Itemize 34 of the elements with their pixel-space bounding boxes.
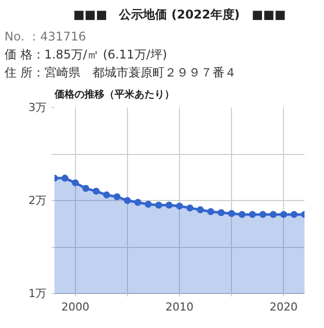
point [248,210,256,218]
point [124,197,131,204]
point [61,174,68,182]
chart-title: ■■■ 公示地価 (2022年度) ■■■ [73,8,286,22]
point [82,184,90,192]
point [103,191,110,198]
point [270,210,277,218]
point [196,206,204,214]
point [134,198,142,206]
point [166,202,173,209]
point [144,200,152,208]
point [228,210,236,218]
point [259,210,266,218]
x-tick-label: 2020 [270,300,298,314]
point [176,202,183,210]
point [186,204,194,212]
point [92,188,100,195]
text: 価 格：1.85万/㎡ (6.11万/坪) [4,48,168,62]
x-tick-label: 2010 [166,300,194,314]
chart-subtitle: 価格の推移（平米あたり） [54,88,174,100]
point [238,210,246,218]
point [218,209,225,216]
text: 住 所：宮崎県 都城市蓑原町２９９７番４ [4,66,236,80]
y-tick-label: 3万 [28,101,46,114]
x-tick-label: 2000 [61,300,90,314]
point [114,193,120,200]
y-tick-label: 1万 [28,287,46,300]
point [290,210,298,218]
text: No. ：431716 [4,30,86,44]
y-tick-label: 2万 [28,194,46,207]
point [207,208,214,216]
point [155,202,162,209]
point [280,210,288,218]
point [72,179,79,186]
